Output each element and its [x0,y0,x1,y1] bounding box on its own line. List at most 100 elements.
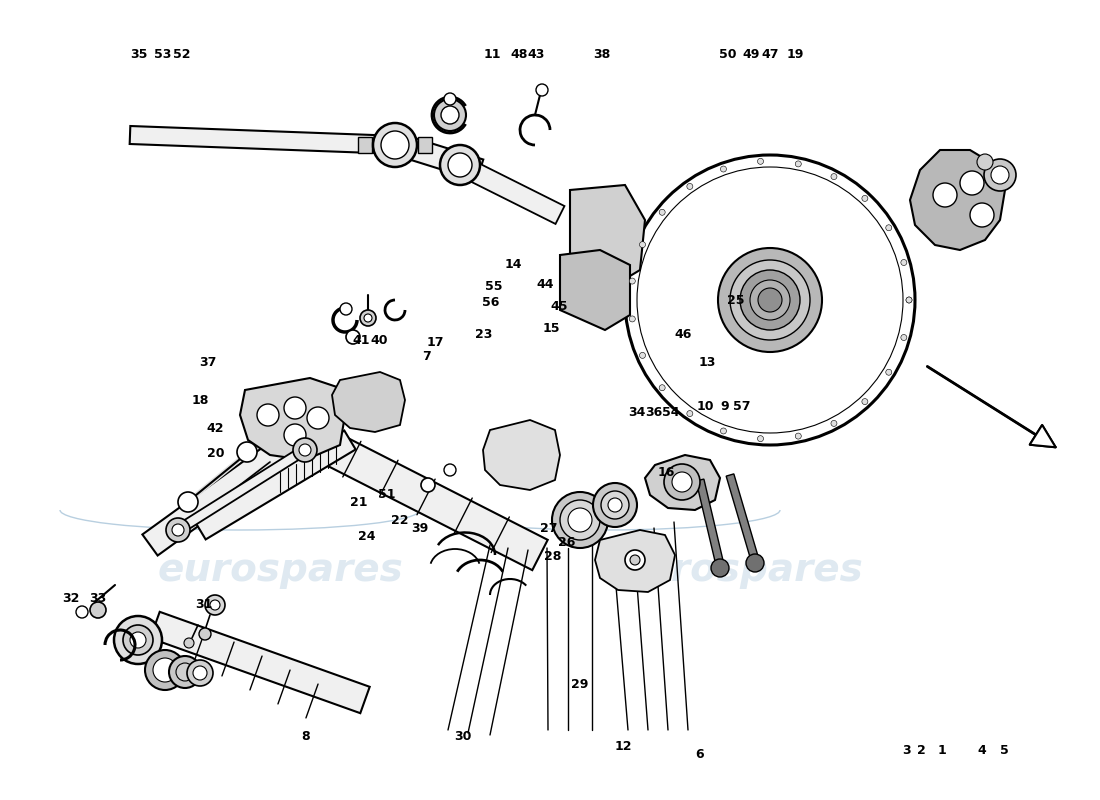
Circle shape [153,658,177,682]
Text: eurospares: eurospares [617,551,862,589]
Text: 39: 39 [411,522,429,534]
Circle shape [625,155,915,445]
Text: 38: 38 [593,48,611,61]
Circle shape [758,288,782,312]
Text: 44: 44 [537,278,554,290]
Circle shape [568,508,592,532]
Circle shape [172,524,184,536]
Text: 7: 7 [422,350,431,362]
Text: 16: 16 [658,466,675,478]
Text: 8: 8 [301,730,310,742]
Text: 52: 52 [173,48,190,61]
Circle shape [830,174,837,179]
Text: 49: 49 [742,48,760,61]
Circle shape [257,404,279,426]
Circle shape [625,550,645,570]
Circle shape [434,99,466,131]
Polygon shape [151,612,370,713]
Text: 6: 6 [695,748,704,761]
Circle shape [145,650,185,690]
Circle shape [746,554,764,572]
Polygon shape [358,137,372,153]
Circle shape [711,559,729,577]
Polygon shape [240,378,345,460]
Text: 31: 31 [195,598,212,610]
Text: 43: 43 [527,48,544,61]
Circle shape [601,491,629,519]
Circle shape [740,270,800,330]
Polygon shape [142,430,302,555]
Circle shape [444,93,456,105]
Text: eurospares: eurospares [157,551,403,589]
Circle shape [629,316,636,322]
Text: 41: 41 [352,334,370,346]
Text: 30: 30 [454,730,472,742]
Text: 45: 45 [550,300,568,313]
Circle shape [629,278,636,284]
Text: 1: 1 [937,744,946,757]
Text: 51: 51 [378,488,396,501]
Text: 24: 24 [358,530,375,542]
Polygon shape [595,530,675,592]
Circle shape [448,153,472,177]
Polygon shape [418,137,432,153]
Polygon shape [455,156,564,224]
Circle shape [169,656,201,688]
Polygon shape [645,455,720,510]
Text: 20: 20 [207,447,224,460]
Circle shape [830,421,837,426]
Circle shape [178,492,198,512]
Circle shape [886,370,892,375]
Text: 46: 46 [674,328,692,341]
Circle shape [284,397,306,419]
Circle shape [210,600,220,610]
Text: 22: 22 [390,514,408,526]
Circle shape [536,84,548,96]
Text: 13: 13 [698,356,716,369]
Circle shape [284,424,306,446]
Circle shape [360,310,376,326]
Circle shape [123,625,153,655]
Polygon shape [570,185,645,285]
Circle shape [293,438,317,462]
Circle shape [901,259,906,266]
Polygon shape [130,126,400,154]
Circle shape [444,464,456,476]
Polygon shape [483,420,560,490]
Circle shape [718,248,822,352]
Circle shape [440,145,480,185]
Text: 48: 48 [510,48,528,61]
Circle shape [130,632,146,648]
Circle shape [886,225,892,230]
Circle shape [862,195,868,202]
Circle shape [199,628,211,640]
Circle shape [373,123,417,167]
Circle shape [862,398,868,405]
Text: 57: 57 [733,400,750,413]
Circle shape [977,154,993,170]
Circle shape [608,498,622,512]
Text: 17: 17 [427,336,444,349]
Text: 2: 2 [917,744,926,757]
Circle shape [991,166,1009,184]
Circle shape [758,158,763,164]
Circle shape [593,483,637,527]
Text: 50: 50 [719,48,737,61]
Text: 9: 9 [720,400,729,413]
Text: 36: 36 [645,406,662,419]
Circle shape [720,166,726,172]
Circle shape [381,131,409,159]
Text: 32: 32 [62,592,79,605]
Circle shape [970,203,994,227]
Text: 54: 54 [662,406,680,419]
Text: 15: 15 [542,322,560,334]
Text: 5: 5 [1000,744,1009,757]
Circle shape [560,500,600,540]
Polygon shape [560,250,630,330]
Text: 40: 40 [371,334,388,346]
Circle shape [114,616,162,664]
Circle shape [184,638,194,648]
Text: 12: 12 [615,740,632,753]
Circle shape [90,602,106,618]
Text: 42: 42 [207,422,224,434]
